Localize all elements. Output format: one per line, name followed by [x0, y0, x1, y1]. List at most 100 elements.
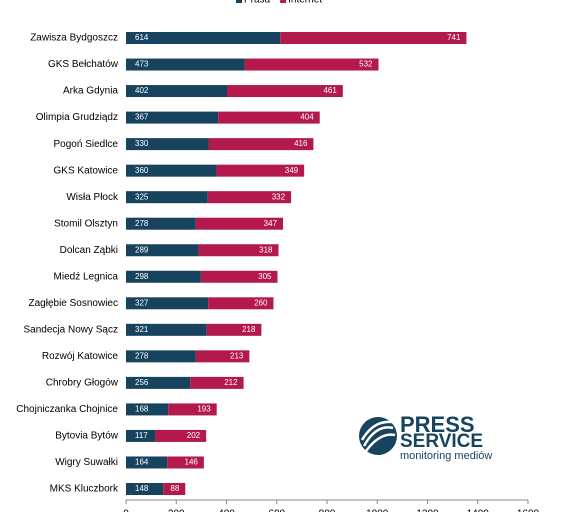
value-label: 367 — [135, 113, 149, 122]
bar-segment — [126, 270, 201, 283]
legend-swatch — [280, 0, 287, 3]
legend-label: Internet — [288, 0, 322, 6]
legend-swatch — [236, 0, 242, 3]
value-label: 218 — [242, 325, 256, 334]
bar-segment — [126, 191, 208, 204]
y-tick-label: Rozwój Katowice — [42, 351, 119, 362]
logo: PRESS SERVICE monitoring mediów — [359, 412, 492, 462]
value-label: 305 — [258, 272, 272, 281]
legend-label: Prasa — [244, 0, 271, 6]
y-tick-label: MKS Kluczbork — [50, 484, 119, 495]
bar-segment — [206, 323, 262, 336]
value-label: 330 — [135, 139, 149, 148]
y-tick-label: Wigry Suwałki — [55, 457, 118, 468]
y-tick-label: Arka Gdynia — [63, 86, 118, 97]
logo-text: SERVICE — [400, 431, 483, 452]
bar-segment — [207, 191, 292, 204]
value-label: 402 — [135, 86, 149, 95]
value-label: 148 — [135, 484, 149, 493]
bar-segment — [126, 32, 281, 44]
value-label: 404 — [300, 113, 314, 122]
value-label: 212 — [224, 378, 238, 387]
x-tick-label: 1600 — [517, 509, 540, 512]
value-label: 741 — [447, 33, 461, 42]
x-tick-label: 0 — [123, 509, 129, 512]
value-label: 347 — [264, 219, 278, 228]
y-tick-label: Stomil Olsztyn — [54, 218, 118, 229]
value-label: 88 — [170, 484, 179, 493]
y-tick-label: Zawisza Bydgoszcz — [30, 33, 118, 44]
value-label: 164 — [135, 458, 149, 467]
bar-segment — [167, 456, 204, 469]
bar-segment — [126, 217, 196, 230]
x-tick-label: 1000 — [366, 509, 389, 512]
value-label: 278 — [135, 351, 149, 360]
x-tick-label: 600 — [268, 509, 285, 512]
bar-segment — [126, 111, 219, 124]
bar-segment — [163, 483, 186, 496]
bar-segment — [126, 429, 156, 442]
bar-segment — [126, 297, 209, 310]
value-label: 349 — [285, 166, 299, 175]
value-label: 473 — [135, 60, 149, 69]
bar-segment — [126, 403, 169, 416]
y-tick-label: Wisła Płock — [66, 192, 119, 203]
value-label: 461 — [323, 86, 337, 95]
y-tick-label: Zagłębie Sosnowiec — [29, 298, 119, 309]
value-label: 321 — [135, 325, 149, 334]
y-tick-label: Chrobry Głogów — [46, 378, 119, 389]
logo-text: PRESS — [400, 412, 475, 437]
bar-segment — [227, 85, 343, 98]
value-label: 325 — [135, 192, 149, 201]
logo-subtext: monitoring mediów — [400, 450, 492, 462]
value-label: 260 — [254, 298, 268, 307]
bar-segment — [126, 323, 207, 336]
bar-segment — [216, 164, 305, 177]
value-label: 193 — [197, 405, 211, 414]
value-label: 298 — [135, 272, 149, 281]
bar-segment — [280, 32, 467, 44]
y-tick-label: Miedź Legnica — [54, 271, 119, 282]
value-label: 416 — [294, 139, 308, 148]
x-tick-label: 400 — [218, 509, 235, 512]
value-label: 614 — [135, 33, 149, 42]
bar-segment — [190, 376, 244, 389]
bar-segment — [208, 138, 314, 151]
y-tick-label: GKS Bełchatów — [48, 59, 119, 70]
bar-segment — [200, 270, 278, 283]
x-tick-label: 800 — [319, 509, 336, 512]
bar-segment — [126, 376, 191, 389]
x-tick-label: 1200 — [416, 509, 439, 512]
value-label: 213 — [230, 351, 244, 360]
value-label: 532 — [359, 60, 373, 69]
value-label: 332 — [272, 192, 286, 201]
logo-stripes — [360, 420, 396, 452]
bar-segment — [126, 164, 217, 177]
bar-segment — [126, 244, 199, 257]
bar-segment — [126, 350, 196, 363]
x-tick-label: 200 — [168, 509, 185, 512]
bar-segment — [168, 403, 217, 416]
bar-segment — [208, 297, 274, 310]
value-label: 202 — [187, 431, 201, 440]
y-tick-label: Bytovia Bytów — [55, 431, 119, 442]
bar-segment — [198, 244, 279, 257]
value-label: 327 — [135, 298, 149, 307]
value-label: 117 — [135, 431, 148, 440]
y-tick-label: Sandecja Nowy Sącz — [24, 324, 119, 335]
y-tick-label: Pogoń Siedlce — [54, 139, 119, 150]
bar-segment — [126, 85, 228, 98]
bar-segment — [195, 350, 250, 363]
x-tick-label: 1400 — [467, 509, 490, 512]
bar-segment — [126, 456, 168, 469]
bar-segment — [195, 217, 284, 230]
y-tick-label: GKS Katowice — [54, 165, 119, 176]
bar-segment — [126, 483, 164, 496]
value-label: 318 — [259, 245, 273, 254]
y-tick-label: Chojniczanka Chojnice — [16, 404, 118, 415]
value-label: 146 — [185, 458, 199, 467]
value-label: 168 — [135, 405, 149, 414]
bar-segment — [155, 429, 207, 442]
value-label: 256 — [135, 378, 149, 387]
